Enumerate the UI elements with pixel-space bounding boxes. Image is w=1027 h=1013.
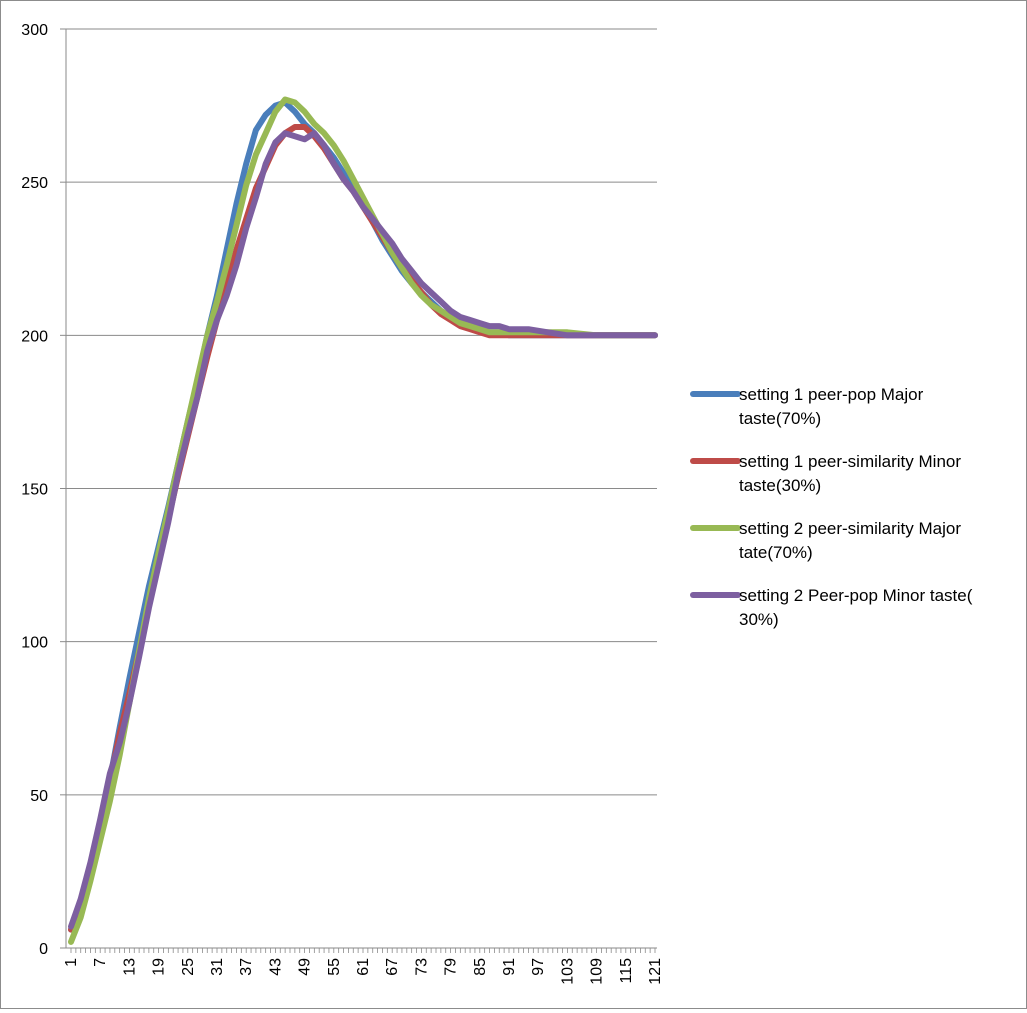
x-tick-label: 97 bbox=[530, 958, 547, 976]
x-tick-label: 43 bbox=[267, 958, 284, 976]
legend-label-2: setting 1 peer-similarity Minor taste(30%… bbox=[739, 452, 961, 495]
x-tick-label: 37 bbox=[238, 958, 255, 976]
x-tick-label: 55 bbox=[326, 958, 343, 976]
y-tick-label: 250 bbox=[21, 175, 48, 192]
x-tick-label: 13 bbox=[121, 958, 138, 976]
x-tick-label: 115 bbox=[618, 958, 635, 984]
legend-label-1: setting 1 peer-pop Major taste(70%) bbox=[739, 385, 924, 428]
x-tick-label: 109 bbox=[589, 958, 606, 985]
gridlines bbox=[66, 28, 657, 796]
y-tick-label: 200 bbox=[21, 328, 48, 345]
x-tick-label: 79 bbox=[443, 958, 460, 976]
x-tick-label: 73 bbox=[413, 958, 430, 976]
series-line-1 bbox=[68, 99, 658, 933]
x-tick-label: 103 bbox=[559, 958, 576, 985]
x-tick-label: 67 bbox=[384, 958, 401, 976]
x-tick-label: 49 bbox=[297, 958, 314, 976]
y-tick-label: 100 bbox=[21, 635, 48, 652]
series-line-4 bbox=[68, 130, 658, 930]
x-tick-label: 25 bbox=[180, 958, 197, 976]
legend-label-4: setting 2 Peer-pop Minor taste(30%) bbox=[739, 586, 973, 629]
x-tick-label: 31 bbox=[209, 958, 226, 976]
series-lines bbox=[68, 96, 658, 945]
x-tick-label: 85 bbox=[472, 958, 489, 976]
y-tick-label: 300 bbox=[21, 22, 48, 39]
legend-label-3: setting 2 peer-similarity Major tate(70%) bbox=[739, 519, 961, 562]
x-tick-label: 1 bbox=[63, 958, 80, 967]
series-line-3 bbox=[68, 96, 658, 945]
series-line-2 bbox=[68, 124, 658, 933]
x-tick-label: 121 bbox=[647, 958, 664, 985]
x-tick-label: 19 bbox=[151, 958, 168, 976]
x-tick-label: 7 bbox=[92, 958, 109, 967]
y-tick-label: 50 bbox=[30, 788, 48, 805]
x-tick-label: 61 bbox=[355, 958, 372, 976]
x-tick-label: 91 bbox=[501, 958, 518, 976]
y-tick-label: 150 bbox=[21, 482, 48, 499]
axes: 0 50 100 150 200 250 300 1 7 13 19 25 31 37 43 49 55 61 67… bbox=[21, 22, 664, 985]
legend: setting 1 peer-pop Major taste(70%) settin… bbox=[690, 385, 973, 629]
y-tick-label: 0 bbox=[39, 941, 48, 958]
